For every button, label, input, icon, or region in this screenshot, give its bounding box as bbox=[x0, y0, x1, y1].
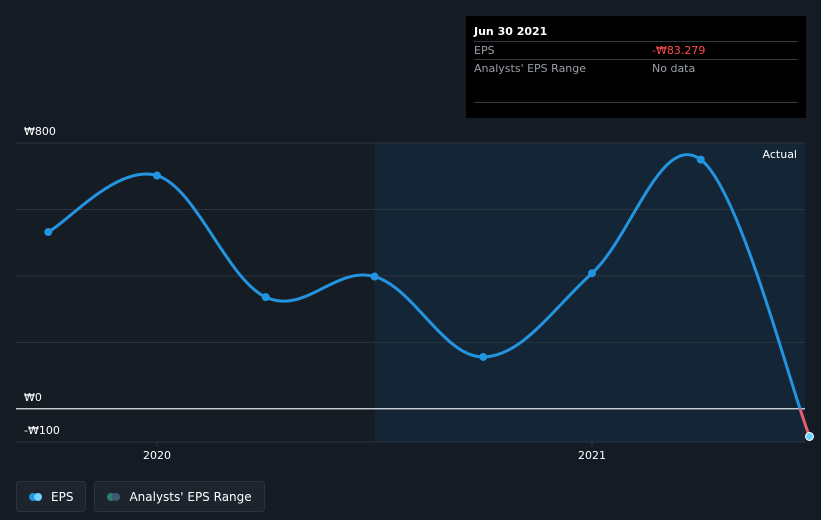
legend-item-eps[interactable]: EPS bbox=[16, 481, 87, 512]
eps-point bbox=[153, 171, 161, 180]
eps-point bbox=[696, 155, 705, 164]
legend-range-label: Analysts' EPS Range bbox=[129, 489, 252, 504]
tooltip-range-label: Analysts' EPS Range bbox=[474, 62, 587, 75]
x-tick-label: 2020 bbox=[143, 449, 171, 462]
eps-line-last-negative bbox=[798, 408, 811, 437]
eps-point bbox=[479, 352, 488, 361]
y-tick-label: ₩800 bbox=[24, 125, 56, 138]
legend-item-analysts-range[interactable]: Analysts' EPS Range bbox=[94, 481, 265, 512]
tooltip-row-range: Analysts' EPS Range No data bbox=[474, 59, 798, 103]
actual-region-label: Actual bbox=[763, 148, 797, 161]
tooltip-row-eps: EPS -₩83.279 bbox=[474, 41, 798, 59]
eps-point bbox=[588, 269, 596, 278]
tooltip-date: Jun 30 2021 bbox=[474, 25, 548, 38]
tooltip-eps-value: -₩83.279 bbox=[652, 44, 706, 57]
actual-region bbox=[374, 143, 805, 442]
eps-point bbox=[805, 431, 814, 441]
range-legend-icon bbox=[107, 492, 123, 502]
past-region bbox=[16, 143, 375, 442]
legend-eps-label: EPS bbox=[51, 489, 74, 504]
tooltip-range-value: No data bbox=[652, 62, 696, 75]
eps-point bbox=[370, 272, 379, 281]
eps-point bbox=[44, 228, 53, 237]
eps-legend-icon bbox=[29, 492, 45, 502]
tooltip-eps-label: EPS bbox=[474, 44, 495, 57]
eps-point bbox=[261, 293, 270, 302]
eps-chart: ₩800 ₩0 -₩100 2020 2021 Actual bbox=[16, 125, 814, 462]
y-tick-label: -₩100 bbox=[24, 424, 60, 437]
eps-line-last-positive bbox=[699, 158, 802, 409]
tooltip: Jun 30 2021 EPS -₩83.279 Analysts' EPS R… bbox=[466, 16, 806, 118]
legend: EPS Analysts' EPS Range bbox=[16, 481, 273, 514]
y-tick-label: ₩0 bbox=[24, 391, 42, 404]
x-tick-label: 2021 bbox=[578, 449, 606, 462]
